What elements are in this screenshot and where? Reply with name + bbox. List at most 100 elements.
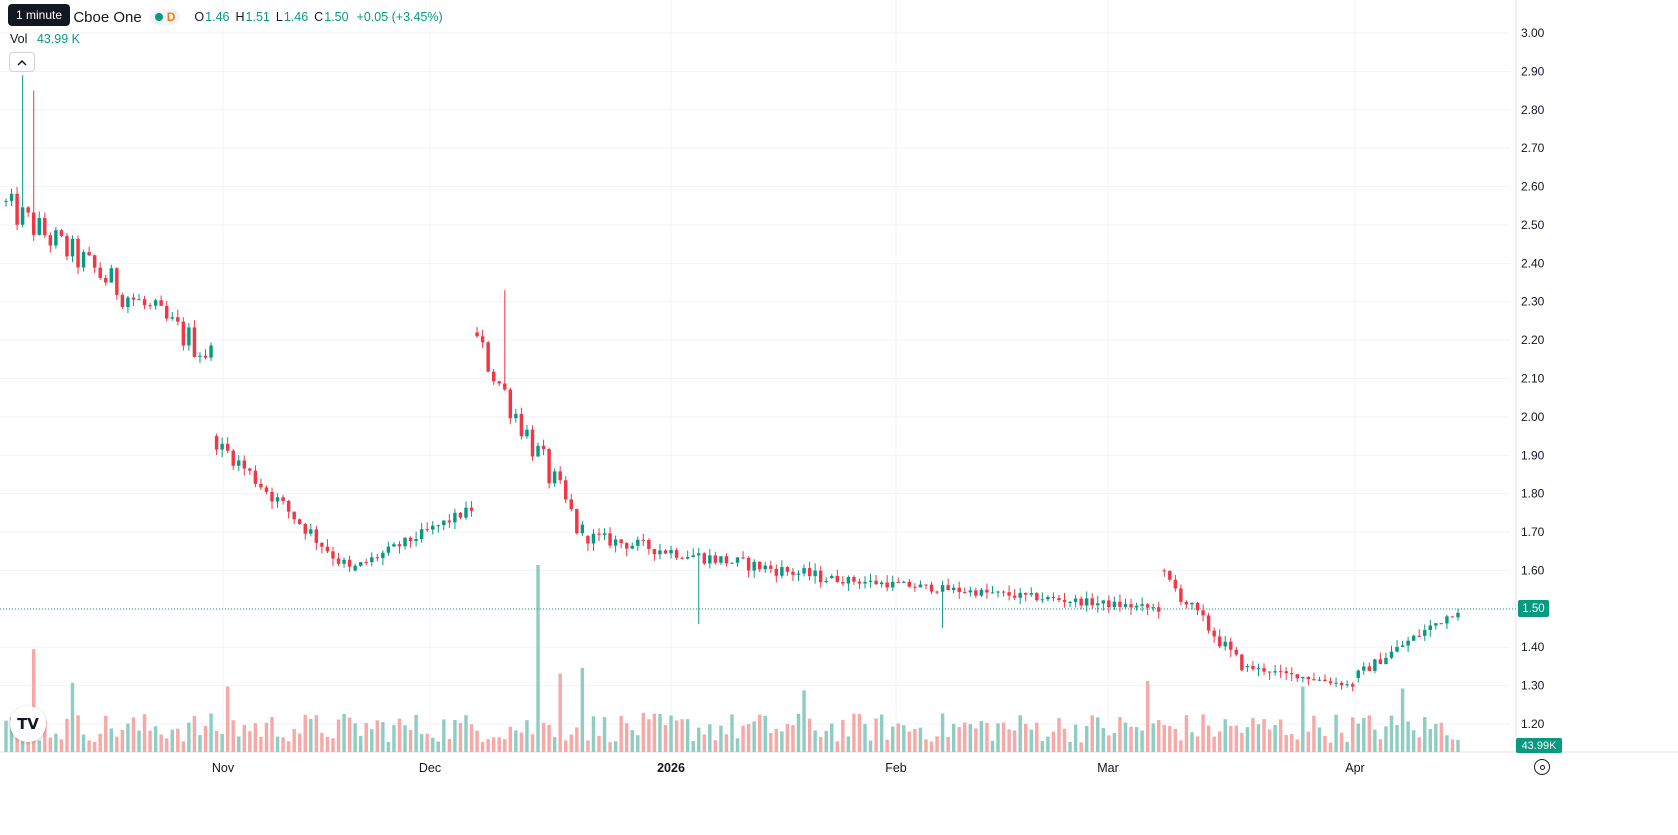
volume-bar [497, 737, 501, 752]
volume-bar [1339, 732, 1344, 752]
volume-bar [1284, 734, 1288, 752]
volume-bar [685, 719, 690, 752]
candle-body [70, 238, 75, 257]
candle-body [1007, 592, 1011, 596]
volume-bar [636, 735, 640, 752]
volume-bar [109, 728, 114, 752]
volume-bar [325, 736, 330, 752]
volume-bar [1073, 724, 1078, 752]
volume-bar [1450, 739, 1455, 752]
candle-body [408, 537, 413, 541]
volume-bar [1295, 739, 1300, 752]
volume-bar [347, 717, 352, 752]
candle-body [347, 559, 352, 567]
price-tick: 1.70 [1521, 525, 1545, 539]
tradingview-logo[interactable]: TV [10, 706, 46, 742]
candle-body [830, 575, 834, 579]
candle-body [1439, 623, 1444, 625]
price-tick: 2.60 [1521, 180, 1545, 194]
settings-icon[interactable] [1534, 759, 1550, 775]
time-tick: Dec [419, 761, 441, 775]
high-label: H [235, 10, 245, 24]
candle-body [1107, 600, 1111, 608]
candle-body [1179, 588, 1183, 602]
time-axis: Nov Dec 2026 Feb Mar Apr [212, 761, 1365, 775]
volume-bar [1157, 720, 1161, 752]
candle-body [248, 468, 252, 471]
volume-bar [990, 740, 995, 752]
volume-bar [187, 722, 191, 752]
volume-bar [1107, 735, 1111, 752]
candle-body [508, 389, 513, 419]
last-price-label: 1.50 [1518, 600, 1549, 617]
volume-bar [464, 715, 468, 752]
volume-bar [879, 714, 884, 752]
candle-body [1384, 657, 1388, 665]
candle-body [929, 584, 934, 592]
candle-body [259, 483, 263, 488]
volume-bar [1129, 726, 1133, 752]
volume-bar [37, 740, 41, 752]
candle-body [663, 550, 668, 554]
volume-bar [586, 740, 590, 752]
volume-bar [159, 734, 163, 752]
volume-bar [381, 722, 385, 752]
volume-bar [48, 737, 53, 752]
volume-bar [1118, 717, 1122, 752]
candle-body [320, 542, 324, 547]
volume-bar [830, 723, 834, 752]
volume-bar [237, 736, 241, 752]
collapse-legend-button[interactable] [9, 52, 35, 72]
candle-body [619, 539, 623, 544]
volume-bar [1306, 731, 1311, 752]
volume-bar [1234, 725, 1239, 752]
volume-bar [1439, 722, 1444, 752]
volume-bar [442, 719, 446, 752]
volume-bar [1395, 725, 1399, 752]
candle-body [1290, 673, 1294, 675]
candle-body [1168, 570, 1172, 580]
volume-bar [253, 723, 258, 752]
volume-bar [697, 727, 701, 752]
candle-body [425, 529, 429, 531]
candle-body [1434, 623, 1438, 626]
price-tick: 1.90 [1521, 448, 1545, 462]
volume-bar [4, 720, 8, 752]
candle-body [951, 587, 956, 591]
candle-body [98, 267, 102, 278]
candle-body [1251, 666, 1255, 669]
last-volume-label: 43.99K [1516, 738, 1562, 753]
candle-body [253, 470, 258, 484]
candle-body [1295, 674, 1300, 679]
candle-body [674, 550, 679, 558]
candles [4, 75, 1460, 692]
volume-bar [203, 725, 208, 752]
volume-bar [436, 741, 440, 752]
volume-bar [1400, 688, 1405, 752]
volume-bar [902, 725, 906, 752]
price-tick: 2.10 [1521, 372, 1545, 386]
candle-body [907, 581, 912, 587]
volume-bar [1145, 680, 1150, 752]
volume-bar [796, 713, 801, 752]
candle-body [15, 193, 19, 225]
candle-body [940, 585, 945, 592]
volume-bar [164, 738, 169, 752]
volume-bar [1179, 740, 1183, 752]
market-status[interactable]: D [149, 9, 181, 25]
volume-bar [1012, 730, 1017, 752]
price-tick: 1.20 [1521, 717, 1545, 731]
volume-bar [591, 716, 596, 752]
volume-bar [153, 726, 158, 752]
candle-body [1323, 679, 1327, 682]
candle-body [835, 575, 840, 582]
volume-bar [314, 715, 319, 752]
volume-bar [431, 737, 435, 752]
candle-body [1428, 625, 1433, 631]
volume-bar [309, 719, 313, 752]
candle-body [480, 336, 485, 343]
candle-body [647, 540, 651, 550]
volume-bar [1024, 723, 1028, 752]
candle-body [1001, 591, 1006, 593]
